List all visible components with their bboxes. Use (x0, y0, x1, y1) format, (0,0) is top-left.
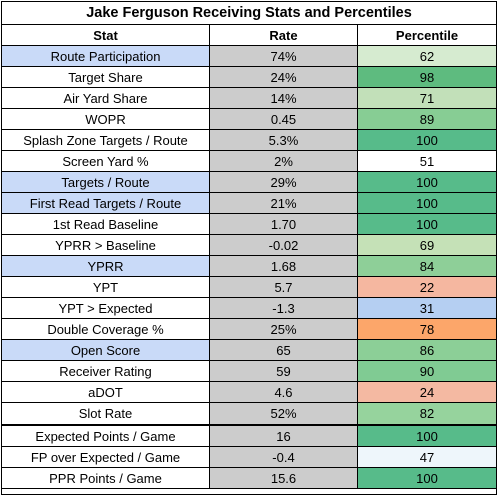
table-row: YPT > Expected -1.3 31 (2, 298, 496, 319)
percentile-cell: 22 (358, 277, 496, 298)
rate-cell: 1.70 (210, 214, 358, 235)
percentile-cell: 51 (358, 151, 496, 172)
table-row: Targets / Route 29% 100 (2, 172, 496, 193)
header-rate: Rate (210, 25, 358, 46)
percentile-cell: 84 (358, 256, 496, 277)
rate-cell: 59 (210, 361, 358, 382)
stat-cell: YPRR (2, 256, 210, 277)
table-row: Slot Rate 52% 82 (2, 403, 496, 426)
rate-cell: 0.45 (210, 109, 358, 130)
stat-cell: YPT (2, 277, 210, 298)
table-row: YPRR 1.68 84 (2, 256, 496, 277)
percentile-cell: 82 (358, 403, 496, 426)
stat-cell: Splash Zone Targets / Route (2, 130, 210, 151)
table-row: Splash Zone Targets / Route 5.3% 100 (2, 130, 496, 151)
rate-cell: 65 (210, 340, 358, 361)
stat-cell: FP over Expected / Game (2, 447, 210, 468)
stat-cell: Targets / Route (2, 172, 210, 193)
percentile-cell: 100 (358, 172, 496, 193)
percentile-cell: 89 (358, 109, 496, 130)
stat-cell: Screen Yard % (2, 151, 210, 172)
table-row: 1st Read Baseline 1.70 100 (2, 214, 496, 235)
rate-cell: 29% (210, 172, 358, 193)
rate-cell: 16 (210, 426, 358, 447)
percentile-cell: 78 (358, 319, 496, 340)
table-row: FP over Expected / Game -0.4 47 (2, 447, 496, 468)
percentile-cell: 98 (358, 67, 496, 88)
rate-cell: 15.6 (210, 468, 358, 489)
rate-cell: 52% (210, 403, 358, 426)
stat-cell: Receiver Rating (2, 361, 210, 382)
table-row: Expected Points / Game 16 100 (2, 426, 496, 447)
rate-cell: 1.68 (210, 256, 358, 277)
percentile-cell: 24 (358, 382, 496, 403)
table-row: YPRR > Baseline -0.02 69 (2, 235, 496, 256)
header-percentile: Percentile (358, 25, 496, 46)
percentile-cell: 86 (358, 340, 496, 361)
table-row: aDOT 4.6 24 (2, 382, 496, 403)
percentile-cell: 100 (358, 130, 496, 151)
percentile-cell: 62 (358, 46, 496, 67)
table-row: WOPR 0.45 89 (2, 109, 496, 130)
percentile-cell: 100 (358, 193, 496, 214)
stat-cell: Target Share (2, 67, 210, 88)
percentile-cell: 100 (358, 468, 496, 489)
stat-cell: WOPR (2, 109, 210, 130)
stat-cell: Open Score (2, 340, 210, 361)
percentile-cell: 100 (358, 214, 496, 235)
rate-cell: 14% (210, 88, 358, 109)
rate-cell: 21% (210, 193, 358, 214)
stat-cell: 1st Read Baseline (2, 214, 210, 235)
rate-cell: 5.7 (210, 277, 358, 298)
table-row: Open Score 65 86 (2, 340, 496, 361)
rate-cell: -1.3 (210, 298, 358, 319)
stat-cell: YPRR > Baseline (2, 235, 210, 256)
percentile-cell: 71 (358, 88, 496, 109)
stat-cell: Route Participation (2, 46, 210, 67)
table-row: Route Participation 74% 62 (2, 46, 496, 67)
header-stat: Stat (2, 25, 210, 46)
title-row: Jake Ferguson Receiving Stats and Percen… (2, 2, 496, 25)
table-row: Air Yard Share 14% 71 (2, 88, 496, 109)
stat-cell: Slot Rate (2, 403, 210, 426)
rate-cell: 5.3% (210, 130, 358, 151)
rate-cell: 2% (210, 151, 358, 172)
percentile-cell: 47 (358, 447, 496, 468)
rate-cell: 4.6 (210, 382, 358, 403)
table-row: Screen Yard % 2% 51 (2, 151, 496, 172)
stat-cell: PPR Points / Game (2, 468, 210, 489)
table-row: Double Coverage % 25% 78 (2, 319, 496, 340)
table-row: First Read Targets / Route 21% 100 (2, 193, 496, 214)
stat-cell: Expected Points / Game (2, 426, 210, 447)
percentile-cell: 69 (358, 235, 496, 256)
stat-cell: First Read Targets / Route (2, 193, 210, 214)
header-row: Stat Rate Percentile (2, 25, 496, 46)
table-title: Jake Ferguson Receiving Stats and Percen… (2, 2, 496, 25)
stat-cell: YPT > Expected (2, 298, 210, 319)
rate-cell: 74% (210, 46, 358, 67)
rate-cell: -0.02 (210, 235, 358, 256)
percentile-cell: 100 (358, 426, 496, 447)
table-row: Target Share 24% 98 (2, 67, 496, 88)
table-row: YPT 5.7 22 (2, 277, 496, 298)
percentile-cell: 31 (358, 298, 496, 319)
table-row: PPR Points / Game 15.6 100 (2, 468, 496, 489)
table-row: Receiver Rating 59 90 (2, 361, 496, 382)
rate-cell: 25% (210, 319, 358, 340)
stat-cell: aDOT (2, 382, 210, 403)
rate-cell: 24% (210, 67, 358, 88)
stat-cell: Air Yard Share (2, 88, 210, 109)
stat-cell: Double Coverage % (2, 319, 210, 340)
rate-cell: -0.4 (210, 447, 358, 468)
percentile-cell: 90 (358, 361, 496, 382)
